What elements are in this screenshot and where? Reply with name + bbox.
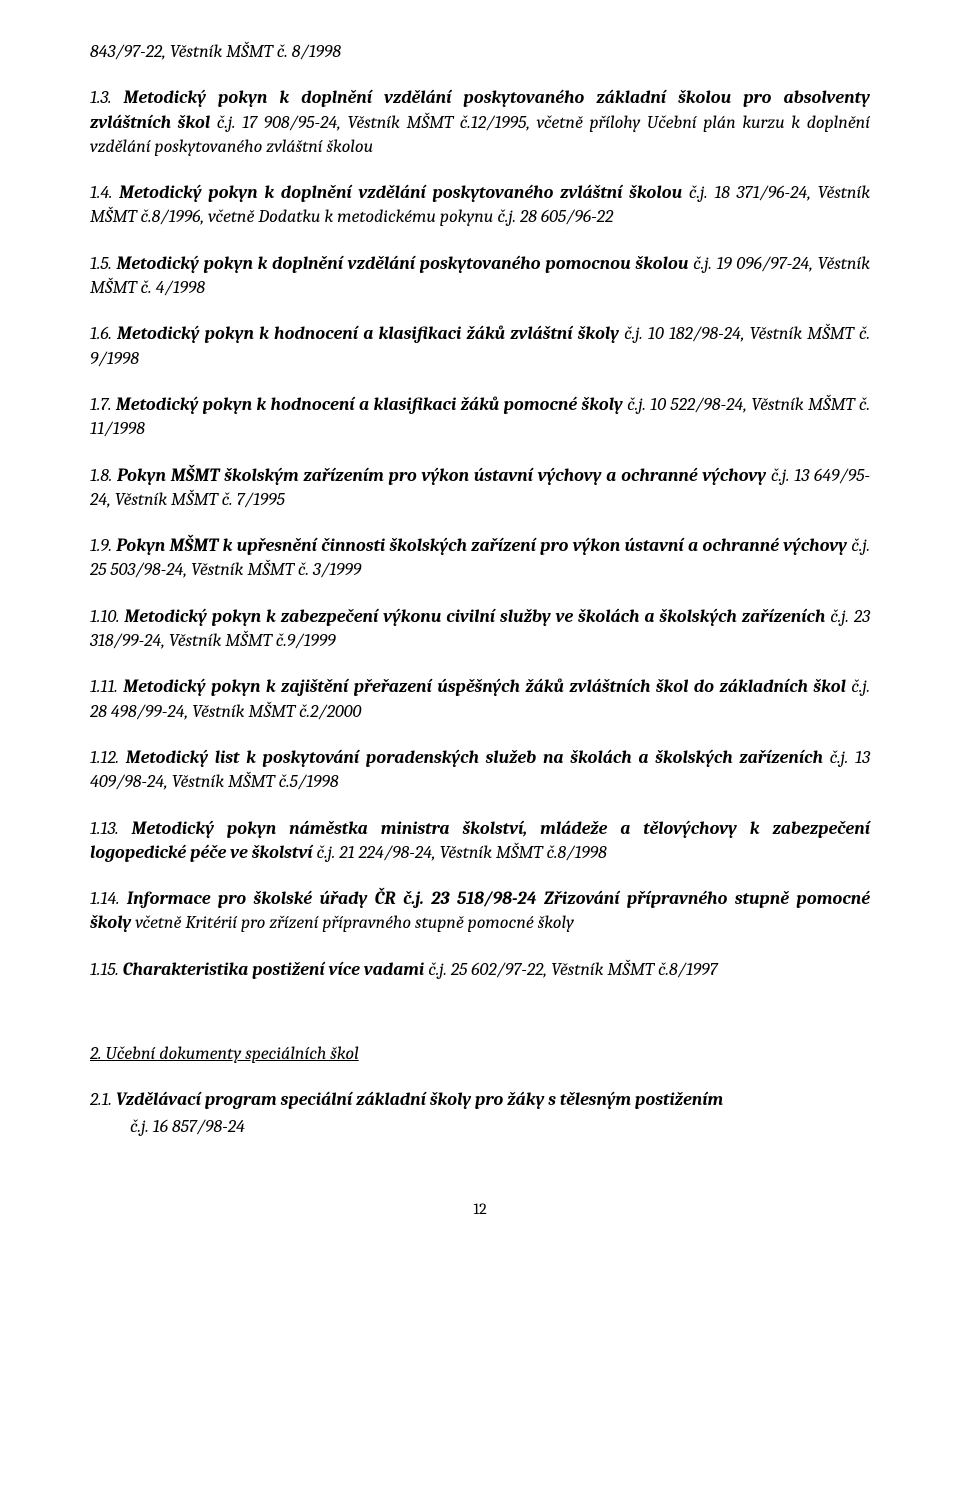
paragraph-10: 1.12. Metodický list k poskytování porad… [90,746,870,795]
text-run: č.j. 25 602/97-22, Věstník MŠMT č.8/1997 [428,959,717,980]
text-run: 1.9. [90,535,116,556]
text-run: č.j. 21 224/98-24, Věstník MŠMT č.8/1998 [317,842,607,863]
paragraph-6: 1.8. Pokyn MŠMT školským zařízením pro v… [90,464,870,513]
text-run: Pokyn MŠMT školským zařízením pro výkon … [117,465,771,486]
text-run: včetně Kritérií pro zřízení přípravného … [135,912,574,933]
text-run: 1.10. [90,606,124,627]
text-run: 2.1. [90,1089,116,1110]
text-run: 1.7. [90,394,116,415]
text-run: 1.3. [90,87,124,108]
paragraph-12: 1.14. Informace pro školské úřady ČR č.j… [90,887,870,936]
paragraph-8: 1.10. Metodický pokyn k zabezpečení výko… [90,605,870,654]
text-run: 1.12. [90,747,126,768]
paragraph-15: č.j. 16 857/98-24 [130,1115,870,1139]
text-run: Vzdělávací program speciální základní šk… [116,1089,723,1110]
paragraph-1: 1.3. Metodický pokyn k doplnění vzdělání… [90,86,870,159]
paragraph-13: 1.15. Charakteristika postižení více vad… [90,958,870,982]
text-run: Metodický pokyn k hodnocení a klasifikac… [116,394,627,415]
text-run: 1.14. [90,888,127,909]
paragraph-11: 1.13. Metodický pokyn náměstka ministra … [90,817,870,866]
paragraph-14: 2.1. Vzdělávací program speciální základ… [90,1088,870,1112]
section-2-title: 2. Učební dokumenty speciálních škol [90,1042,870,1066]
paragraph-3: 1.5. Metodický pokyn k doplnění vzdělání… [90,252,870,301]
text-run: 843/97-22, Věstník MŠMT č. 8/1998 [90,41,341,62]
paragraph-7: 1.9. Pokyn MŠMT k upřesnění činnosti ško… [90,534,870,583]
text-run: Metodický pokyn k hodnocení a klasifikac… [117,323,624,344]
text-run: 1.11. [90,676,123,697]
text-run: 1.13. [90,818,132,839]
page-number: 12 [90,1199,870,1221]
text-run: Pokyn MŠMT k upřesnění činnosti školskýc… [116,535,851,556]
paragraph-5: 1.7. Metodický pokyn k hodnocení a klasi… [90,393,870,442]
text-run: 1.5. [90,253,116,274]
paragraph-2: 1.4. Metodický pokyn k doplnění vzdělání… [90,181,870,230]
text-run: Metodický list k poskytování poradenskýc… [126,747,830,768]
text-run: Metodický pokyn k zabezpečení výkonu civ… [124,606,830,627]
paragraph-4: 1.6. Metodický pokyn k hodnocení a klasi… [90,322,870,371]
text-run: Metodický pokyn k doplnění vzdělání posk… [116,253,693,274]
text-run: Charakteristika postižení více vadami [123,959,428,980]
text-run: Metodický pokyn k doplnění vzdělání posk… [119,182,689,203]
paragraph-0: 843/97-22, Věstník MŠMT č. 8/1998 [90,40,870,64]
text-run: 1.4. [90,182,119,203]
paragraph-9: 1.11. Metodický pokyn k zajištění přeřaz… [90,675,870,724]
text-run: 1.15. [90,959,123,980]
text-run: 1.8. [90,465,117,486]
text-run: Metodický pokyn k zajištění přeřazení ús… [123,676,851,697]
text-run: č.j. 16 857/98-24 [130,1116,245,1137]
text-run: 1.6. [90,323,117,344]
